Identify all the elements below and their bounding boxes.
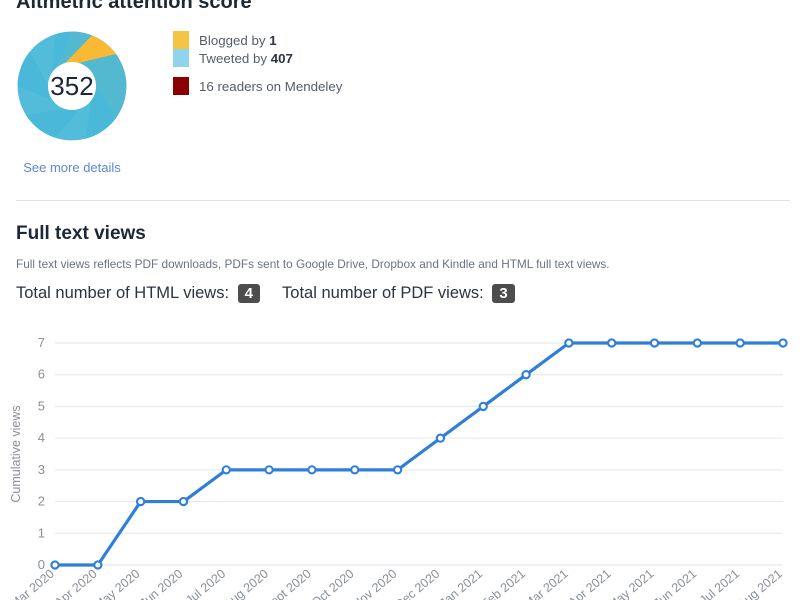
svg-text:Apr 2021: Apr 2021 — [566, 567, 614, 600]
svg-text:Aug 2021: Aug 2021 — [735, 567, 785, 600]
svg-text:Sept 2020: Sept 2020 — [261, 567, 314, 600]
svg-text:7: 7 — [38, 335, 45, 350]
svg-text:Cumulative views: Cumulative views — [9, 405, 23, 502]
svg-text:Jul 2020: Jul 2020 — [183, 567, 228, 600]
svg-text:Jun 2020: Jun 2020 — [137, 567, 185, 600]
svg-text:May 2021: May 2021 — [605, 567, 656, 600]
svg-text:Jul 2021: Jul 2021 — [697, 567, 742, 600]
svg-text:2: 2 — [38, 494, 45, 509]
svg-text:Nov 2020: Nov 2020 — [350, 567, 400, 600]
svg-text:3: 3 — [38, 462, 45, 477]
svg-text:5: 5 — [38, 398, 45, 413]
svg-text:Feb 2021: Feb 2021 — [479, 567, 528, 600]
svg-text:Oct 2020: Oct 2020 — [309, 567, 357, 600]
svg-text:Mar 2021: Mar 2021 — [521, 567, 570, 600]
svg-text:Aug 2020: Aug 2020 — [221, 567, 271, 600]
svg-text:4: 4 — [38, 430, 45, 445]
svg-text:1: 1 — [38, 525, 45, 540]
svg-text:6: 6 — [38, 367, 45, 382]
svg-text:Dec 2020: Dec 2020 — [392, 567, 442, 600]
svg-text:Mar 2020: Mar 2020 — [7, 567, 56, 600]
svg-text:Jun 2021: Jun 2021 — [651, 567, 699, 600]
svg-text:Apr 2020: Apr 2020 — [52, 567, 100, 600]
svg-text:May 2020: May 2020 — [92, 567, 143, 600]
svg-text:Jan 2021: Jan 2021 — [437, 567, 485, 600]
